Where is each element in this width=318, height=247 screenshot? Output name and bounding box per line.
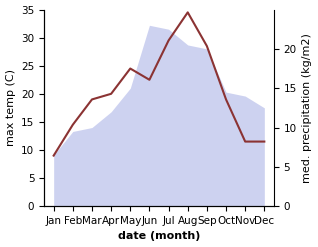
X-axis label: date (month): date (month) — [118, 231, 200, 242]
Y-axis label: max temp (C): max temp (C) — [5, 69, 16, 146]
Y-axis label: med. precipitation (kg/m2): med. precipitation (kg/m2) — [302, 33, 313, 183]
